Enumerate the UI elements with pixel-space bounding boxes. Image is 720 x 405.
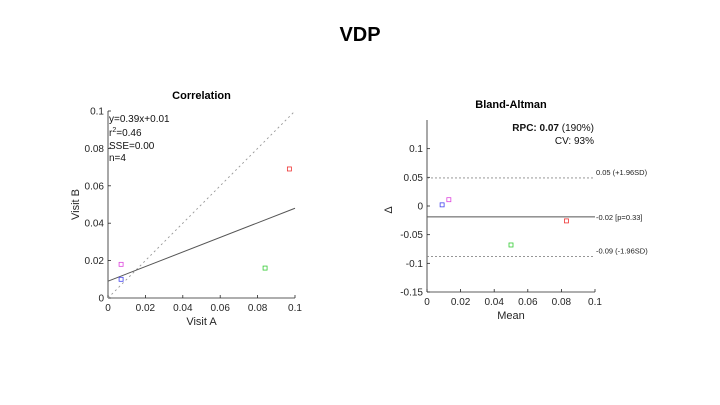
ba-mean-label: -0.02 [p=0.33]	[596, 213, 643, 222]
corr-y-label: Visit B	[70, 189, 82, 220]
corr-identity-line	[107, 110, 296, 299]
corr-sse: SSE=0.00	[109, 141, 155, 152]
ba-x-tick-label: 0.02	[451, 297, 471, 308]
corr-r2: r2=0.46	[109, 127, 142, 139]
corr-data-point	[262, 265, 268, 271]
corr-x-tick-label: 0	[105, 303, 111, 314]
corr-x-tick-label: 0.06	[210, 303, 230, 314]
corr-x-tick-label: 0.04	[173, 303, 193, 314]
ba-y-tick-label: 0.1	[409, 144, 423, 155]
corr-data-point	[286, 166, 292, 172]
ba-data-point	[439, 202, 445, 208]
corr-x-tick-label: 0.02	[136, 303, 156, 314]
corr-y-tick-label: 0.1	[90, 107, 104, 118]
ba-y-tick-label: -0.15	[400, 288, 423, 299]
ba-data-point	[508, 242, 514, 248]
ba-x-tick-label: 0	[424, 297, 430, 308]
ba-y-tick-label: 0.05	[404, 173, 424, 184]
ba-x-tick-label: 0.06	[518, 297, 538, 308]
corr-y-tick-label: 0.02	[85, 256, 105, 267]
ba-x-tick-label: 0.04	[484, 297, 504, 308]
corr-n: n=4	[109, 153, 126, 164]
corr-title: Correlation	[172, 90, 231, 102]
ba-rpc: RPC: 0.07 (190%)	[512, 123, 594, 134]
corr-y-tick-label: 0.08	[85, 144, 105, 155]
corr-x-tick-label: 0.1	[288, 303, 302, 314]
ba-cv: CV: 93%	[555, 136, 594, 147]
ba-data-point	[446, 197, 452, 203]
ba-x-label: Mean	[497, 310, 525, 322]
corr-x-tick-label: 0.08	[248, 303, 268, 314]
corr-fit-line	[107, 207, 296, 282]
slide-title: VDP	[339, 24, 381, 46]
ba-y-tick-label: -0.1	[406, 259, 424, 270]
ba-title: Bland-Altman	[475, 99, 547, 111]
corr-y-tick-label: 0.04	[85, 219, 105, 230]
ba-lower-loa-label: -0.09 (-1.96SD)	[596, 246, 648, 255]
corr-equation: y=0.39x+0.01	[109, 114, 170, 125]
ba-data-point	[564, 218, 569, 224]
corr-y-tick-label: 0.06	[85, 181, 105, 192]
corr-data-point	[118, 276, 124, 282]
corr-data-point	[118, 261, 124, 267]
ba-y-tick-label: 0	[417, 202, 423, 213]
ba-x-tick-label: 0.1	[588, 297, 602, 308]
ba-x-tick-label: 0.08	[552, 297, 572, 308]
corr-y-tick-label: 0	[98, 294, 104, 305]
ba-y-tick-label: -0.05	[400, 230, 423, 241]
ba-y-label: Δ	[383, 206, 395, 214]
ba-upper-loa-label: 0.05 (+1.96SD)	[596, 168, 648, 177]
corr-x-label: Visit A	[186, 316, 217, 328]
